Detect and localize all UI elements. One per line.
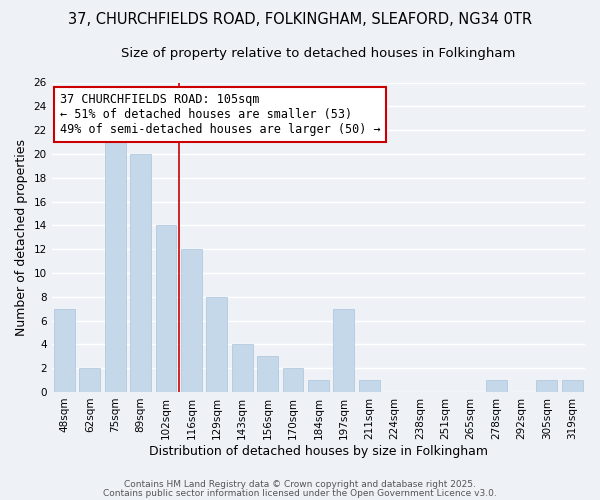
Bar (359, 380, 380, 392)
Bar (257, 356, 278, 392)
Title: Size of property relative to detached houses in Folkingham: Size of property relative to detached ho… (121, 48, 515, 60)
Text: 37 CHURCHFIELDS ROAD: 105sqm
← 51% of detached houses are smaller (53)
49% of se: 37 CHURCHFIELDS ROAD: 105sqm ← 51% of de… (59, 94, 380, 136)
Bar (155, 226, 176, 392)
Text: Contains HM Land Registry data © Crown copyright and database right 2025.: Contains HM Land Registry data © Crown c… (124, 480, 476, 489)
Bar (181, 249, 202, 392)
Bar (485, 380, 506, 392)
Bar (536, 380, 557, 392)
Bar (232, 344, 253, 392)
Bar (54, 308, 75, 392)
Bar (105, 142, 125, 392)
Bar (79, 368, 100, 392)
Y-axis label: Number of detached properties: Number of detached properties (15, 138, 28, 336)
Bar (334, 308, 354, 392)
Text: 37, CHURCHFIELDS ROAD, FOLKINGHAM, SLEAFORD, NG34 0TR: 37, CHURCHFIELDS ROAD, FOLKINGHAM, SLEAF… (68, 12, 532, 28)
Bar (562, 380, 583, 392)
Bar (130, 154, 151, 392)
Text: Contains public sector information licensed under the Open Government Licence v3: Contains public sector information licen… (103, 488, 497, 498)
Bar (206, 296, 227, 392)
X-axis label: Distribution of detached houses by size in Folkingham: Distribution of detached houses by size … (149, 444, 488, 458)
Bar (308, 380, 329, 392)
Bar (283, 368, 304, 392)
